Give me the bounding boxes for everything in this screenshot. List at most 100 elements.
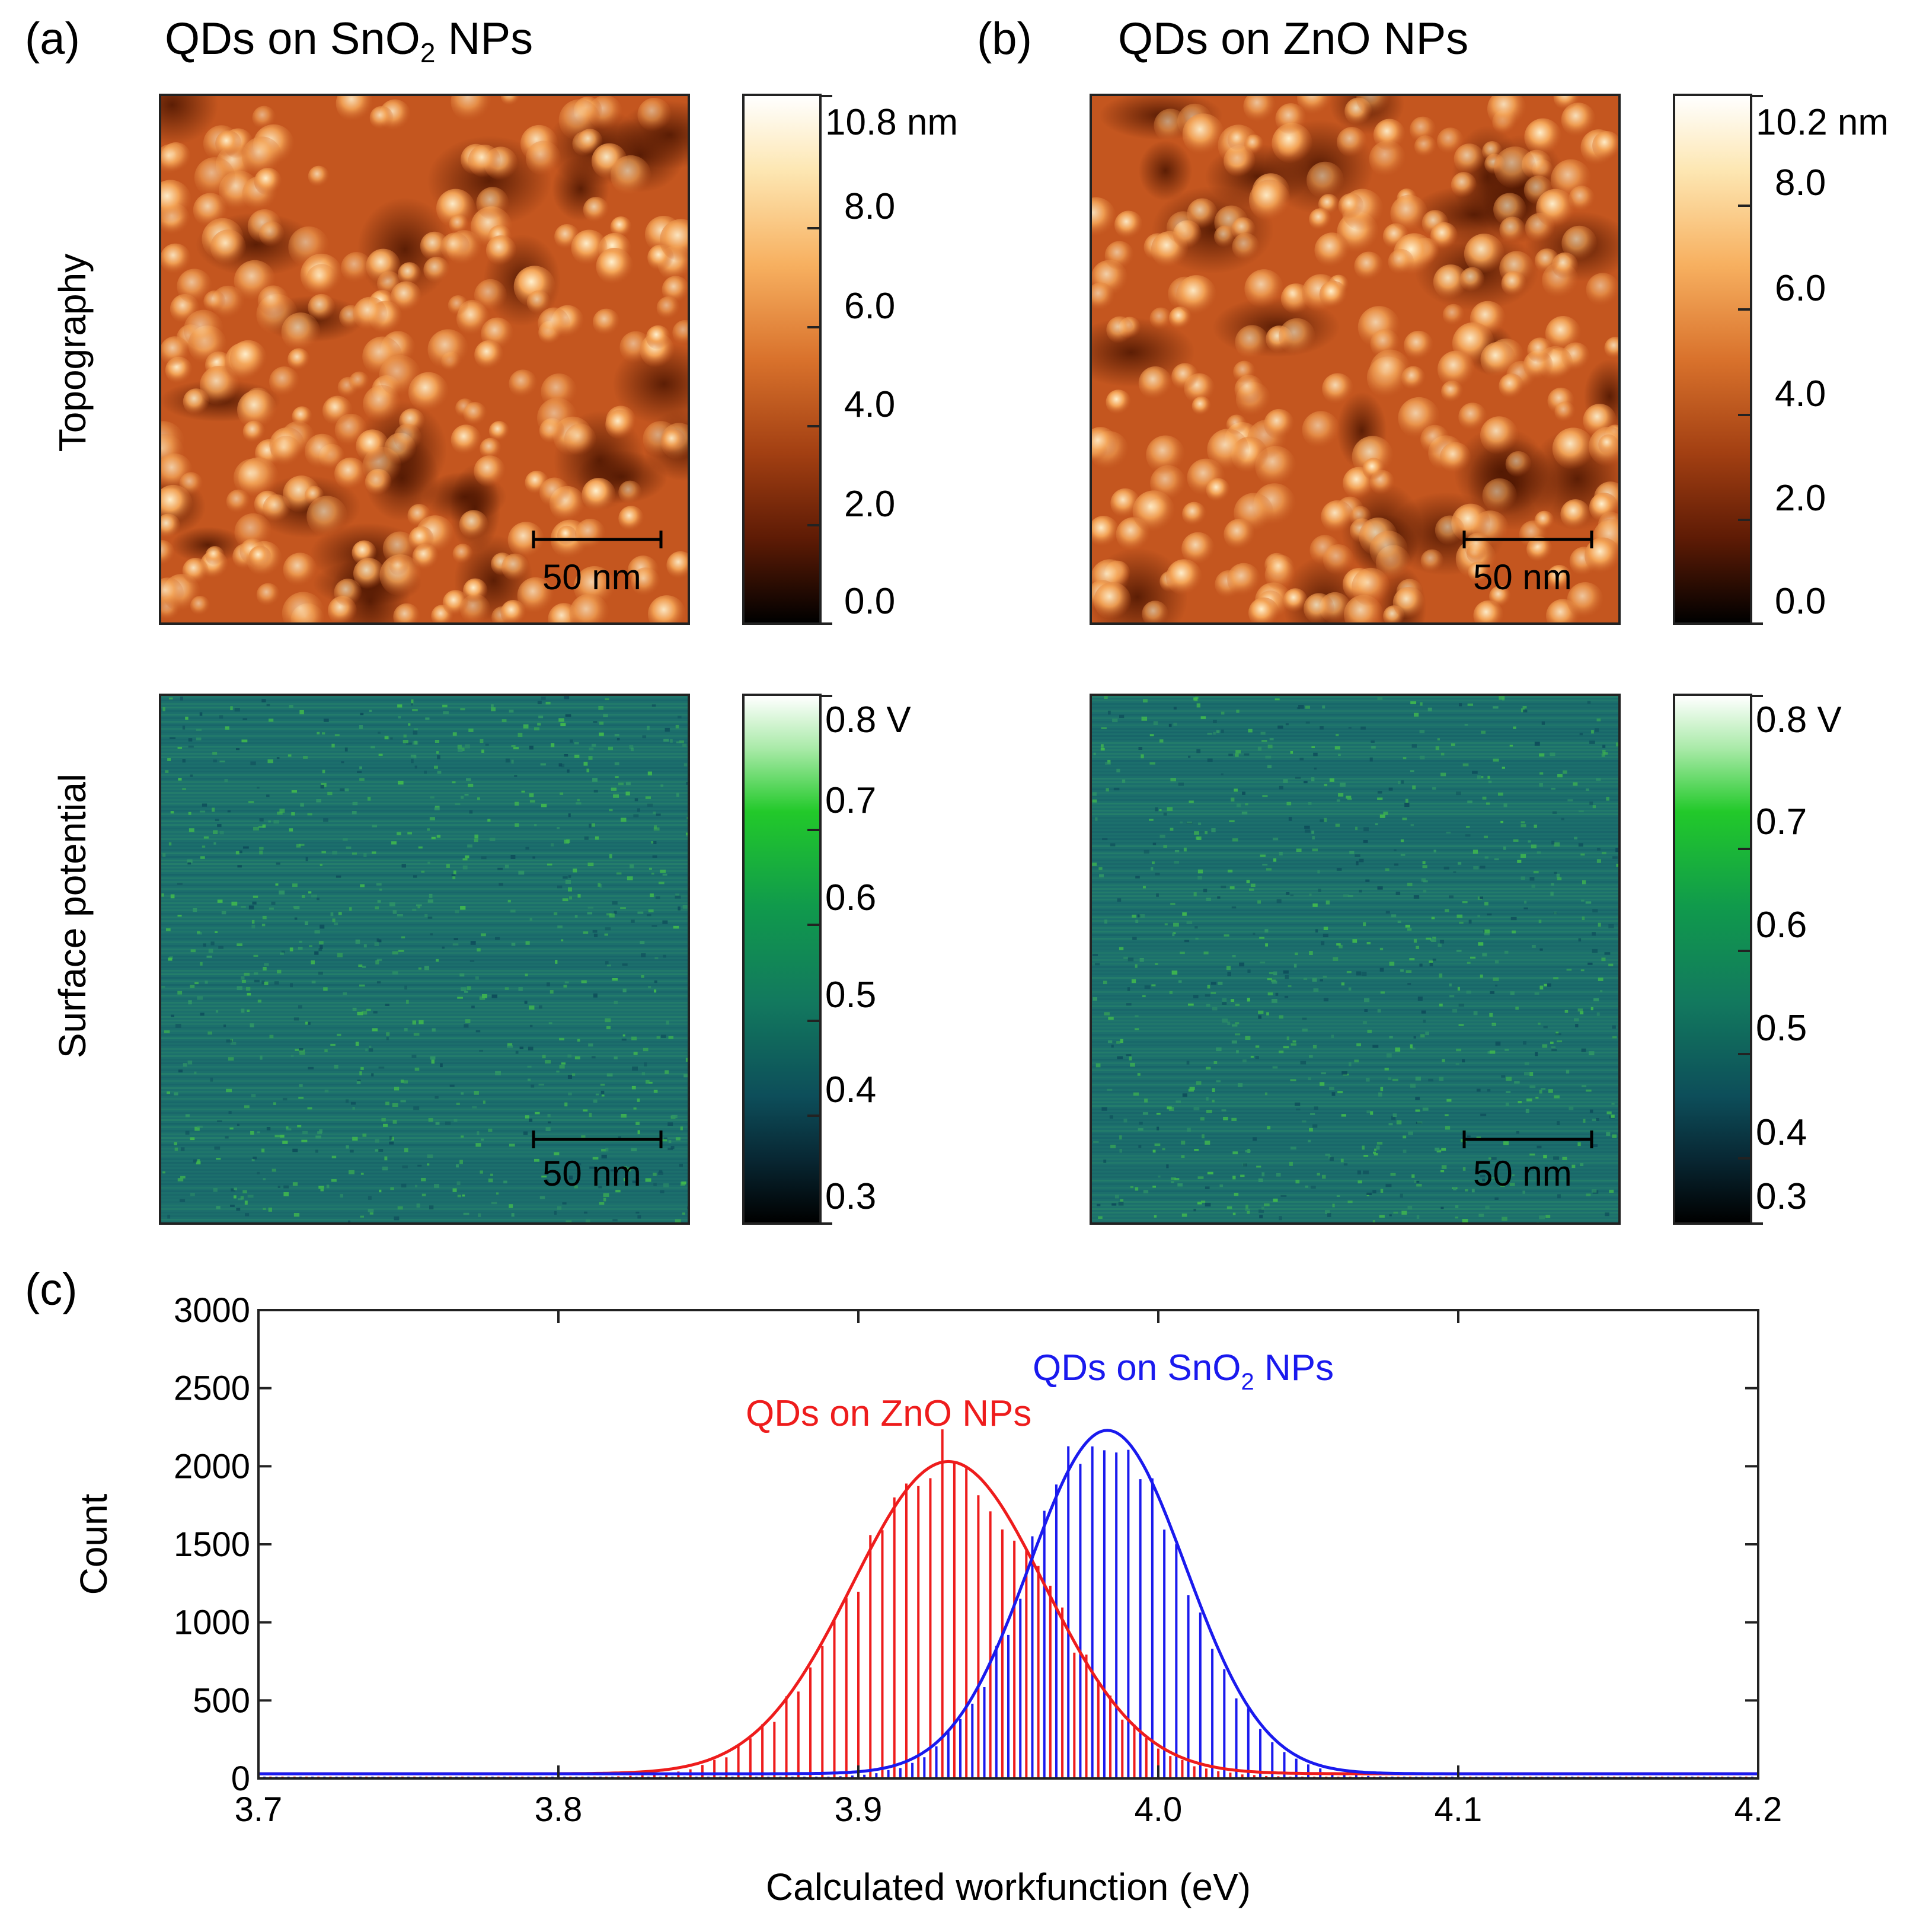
topo-grain (182, 557, 209, 585)
sp-speckle (1482, 953, 1487, 957)
sp-speckle (196, 729, 202, 731)
sp-speckle (1561, 817, 1564, 820)
sp-speckle (622, 963, 628, 966)
sp-speckle (1410, 824, 1414, 826)
sp-speckle (443, 711, 449, 714)
workfunction-histogram: 3.7 3.8 3.9 4.0 4.1 4.2 050010001500200025003… (72, 1291, 1782, 1908)
sp-speckle (653, 811, 656, 815)
topo-grain (288, 226, 330, 268)
sp-speckle (587, 906, 594, 909)
sp-speckle (1440, 1170, 1445, 1173)
sp-speckle (359, 766, 362, 769)
sp-speckle (505, 758, 510, 763)
sp-speckle (434, 807, 440, 810)
sp-scanline (161, 753, 688, 755)
sp-speckle (1235, 753, 1239, 757)
sp-speckle (601, 1094, 605, 1097)
sp-speckle (1520, 708, 1525, 713)
topo-grain (242, 420, 266, 443)
sp-speckle (250, 761, 256, 765)
sp-scanline (161, 774, 688, 776)
sp-speckle (1277, 725, 1283, 729)
sp-speckle (362, 1133, 367, 1137)
sp-speckle (499, 883, 503, 886)
sp-speckle (1363, 839, 1368, 844)
sp-speckle (1445, 1114, 1449, 1116)
topo-grain (288, 348, 310, 371)
sp-speckle (1489, 1013, 1493, 1017)
sp-speckle (429, 817, 435, 820)
sp-speckle (334, 734, 340, 736)
sp-scanline (161, 924, 688, 925)
topo-grain (463, 402, 487, 426)
topo-grain (1552, 427, 1595, 470)
sp-speckle (663, 954, 666, 958)
sp-speckle (355, 1042, 359, 1046)
sp-speckle (686, 834, 688, 837)
sp-speckle (206, 956, 212, 958)
sp-scanline (161, 1101, 688, 1103)
sp-speckle (1411, 1174, 1415, 1178)
sp-scanline (1092, 710, 1618, 712)
topo-grain (1166, 211, 1200, 245)
sp-scanline (161, 746, 688, 748)
topo-grain (1192, 396, 1211, 416)
sp-speckle (504, 864, 509, 868)
sp-speckle (1589, 740, 1595, 744)
sp-speckle (1459, 921, 1464, 924)
sp-speckle (660, 784, 664, 787)
topo-grain (190, 596, 210, 616)
sp-scanline (1092, 732, 1618, 733)
sp-speckle (1132, 937, 1137, 940)
sp-speckle (427, 916, 433, 919)
sp-speckle (397, 1206, 403, 1210)
topo-grain (306, 496, 348, 537)
sp-speckle (1529, 1167, 1535, 1171)
topo-grain (448, 295, 469, 316)
sp-speckle (1535, 1052, 1538, 1056)
cbar-tick (819, 95, 832, 97)
topo-grain (577, 129, 603, 155)
sp-scanline (161, 1034, 688, 1036)
sp-speckle (1578, 938, 1582, 942)
sp-speckle (1357, 1180, 1362, 1184)
topo-grain (1369, 349, 1411, 391)
sp-speckle (1327, 1213, 1331, 1217)
sp-scanline (161, 806, 688, 808)
sp-speckle (1455, 1205, 1459, 1208)
sp-speckle (1195, 697, 1199, 700)
sp-scanline (161, 1165, 688, 1167)
sp-speckle (547, 982, 550, 986)
sp-speckle (1315, 929, 1318, 933)
sp-speckle (653, 827, 660, 831)
sp-speckle (1405, 799, 1408, 803)
sp-speckle (1259, 937, 1265, 939)
sp-speckle (1142, 1112, 1149, 1115)
sp-speckle (320, 944, 323, 949)
sp-speckle (1524, 1062, 1529, 1065)
sp-speckle (234, 708, 240, 712)
sp-speckle (237, 986, 242, 990)
sp-scanline (1092, 781, 1618, 783)
sp-speckle (515, 801, 519, 806)
sp-speckle (474, 834, 478, 839)
cbar-tick (807, 924, 820, 926)
sp-speckle (465, 744, 470, 749)
sp-scanline (161, 788, 688, 790)
sp-speckle (532, 856, 535, 859)
sp-speckle (1379, 814, 1385, 818)
sp-speckle (1237, 1083, 1243, 1087)
sp-speckle (665, 727, 670, 732)
sp-speckle (1510, 991, 1515, 995)
sp-speckle (1440, 752, 1445, 756)
sp-scanline (161, 1045, 688, 1046)
sp-speckle (291, 790, 297, 793)
sp-speckle (1314, 1106, 1318, 1110)
colorbar-surface-potential-a (742, 694, 822, 1225)
sp-scanline (1092, 1148, 1618, 1149)
sp-speckle (507, 1043, 513, 1046)
sp-speckle (1258, 1010, 1264, 1014)
topo-valley (612, 343, 688, 425)
sp-speckle (632, 1066, 638, 1071)
sp-speckle (193, 1159, 197, 1163)
